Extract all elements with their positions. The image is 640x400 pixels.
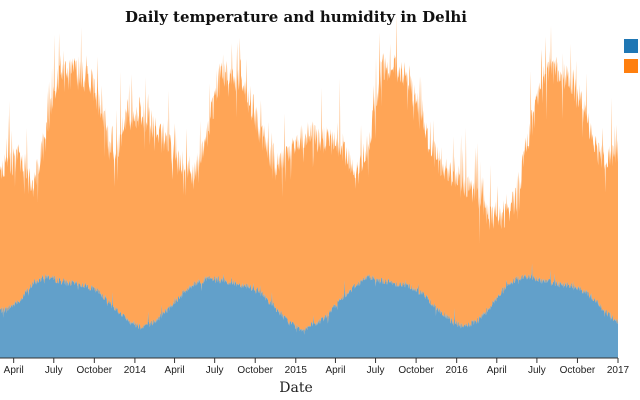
x-tick-label: July [367,365,385,376]
x-tick-label: 2016 [446,365,469,376]
temperature-area [0,263,618,358]
x-tick-label: April [325,365,345,376]
x-tick-label: July [45,365,63,376]
x-tick-label: October [237,365,273,376]
x-tick-label: October [77,365,113,376]
legend-swatch-temperature[interactable] [624,39,638,53]
x-tick-label: 2017 [607,365,630,376]
x-tick-label: July [206,365,224,376]
humidity-area [0,13,618,335]
x-tick-label: October [398,365,434,376]
x-tick-label: July [528,365,546,376]
legend-swatch-humidity[interactable] [624,59,638,73]
x-axis-ticks: April July October 2014 April July October 2015… [4,358,630,376]
area-layer [0,13,618,358]
x-axis-label: Date [279,380,312,396]
x-tick-label: October [560,365,596,376]
x-tick-label: 2014 [124,365,147,376]
x-tick-label: 2015 [285,365,308,376]
legend [624,39,638,73]
x-tick-label: April [4,365,24,376]
x-tick-label: April [165,365,185,376]
chart-title: Daily temperature and humidity in Delhi [125,8,467,26]
x-tick-label: April [487,365,507,376]
